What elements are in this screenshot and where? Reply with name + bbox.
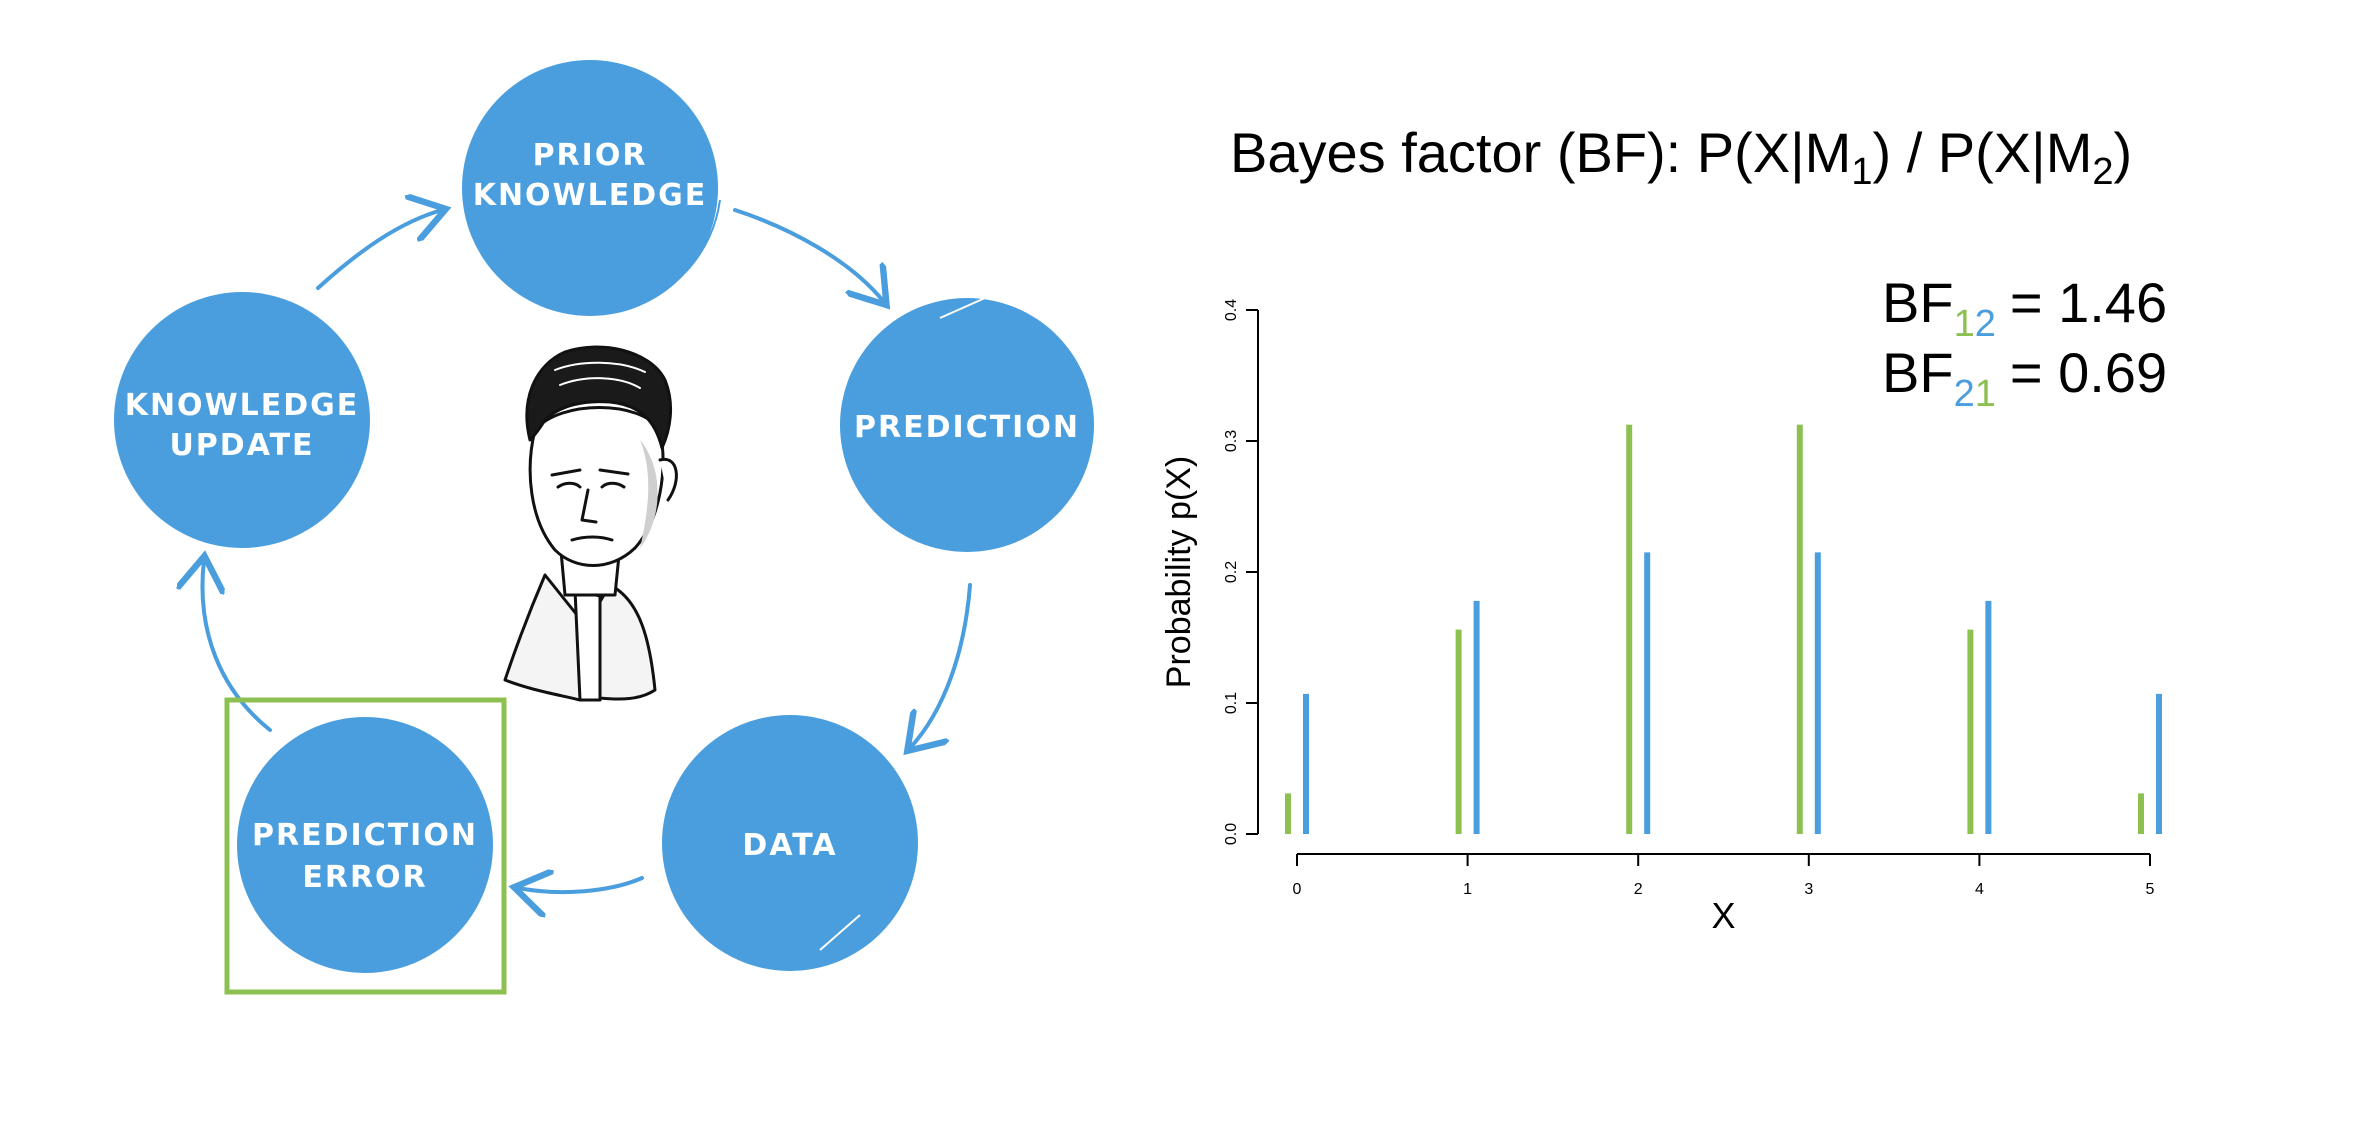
circle-sketch-stroke: [939, 297, 986, 319]
arrow-data-to-error: [518, 878, 644, 892]
bayes-factor-formula: Bayes factor (BF): P(X|M1) / P(X|M2): [1230, 121, 2132, 193]
node-circle: [114, 292, 370, 548]
x-tick-label: 3: [1804, 881, 1813, 898]
y-tick-label: 0.3: [1223, 430, 1240, 452]
arrow-update-to-prior: [316, 210, 442, 290]
x-axis-label: X: [1711, 895, 1735, 936]
node-label: PREDICTION: [252, 818, 478, 853]
y-tick-label: 0.2: [1223, 561, 1240, 583]
node-data: DATA: [662, 715, 918, 971]
node-circle: [662, 715, 918, 971]
prediction-cycle-diagram: PRIOR KNOWLEDGE PREDICTION DATA PREDICTI…: [114, 60, 1094, 995]
node-label: PREDICTION: [854, 410, 1080, 445]
x-tick-label: 2: [1634, 881, 1643, 898]
node-label: ERROR: [302, 860, 427, 895]
bf21-value: BF21 = 0.69: [1882, 341, 2167, 415]
x-tick-label: 4: [1975, 881, 1984, 898]
x-tick-label: 0: [1293, 881, 1302, 898]
node-prediction: PREDICTION: [840, 297, 1094, 552]
circle-sketch-stroke: [819, 914, 861, 951]
node-label: KNOWLEDGE: [473, 178, 708, 213]
node-circle: [840, 298, 1094, 552]
node-label: DATA: [742, 828, 837, 863]
x-tick-label: 5: [2146, 881, 2155, 898]
bayes-factor-panel: Bayes factor (BF): P(X|M1) / P(X|M2) BF1…: [1160, 121, 2167, 936]
node-knowledge-update: KNOWLEDGE UPDATE: [114, 292, 370, 548]
node-label: UPDATE: [169, 428, 314, 463]
node-label: PRIOR: [533, 138, 648, 173]
node-label: KNOWLEDGE: [125, 388, 360, 423]
arrow-prediction-to-data: [910, 583, 972, 748]
scientist-portrait-icon: [503, 345, 678, 702]
highlight-box: [224, 697, 507, 995]
arrow-prior-to-prediction: [733, 208, 884, 302]
probability-chart: 0.0 0.1 0.2 0.3 0.4 0 1 2 3 4 5 X Probability p(X): [1160, 299, 2162, 936]
x-tick-label: 1: [1463, 881, 1472, 898]
y-tick-label: 0.1: [1223, 692, 1240, 714]
y-tick-label: 0.0: [1223, 823, 1240, 845]
node-prediction-error: PREDICTION ERROR: [237, 717, 493, 973]
node-circle: [237, 717, 493, 973]
bf12-value: BF12 = 1.46: [1882, 271, 2167, 345]
node-circle: [462, 60, 718, 316]
y-tick-label: 0.4: [1223, 299, 1240, 321]
y-axis-label: Probability p(X): [1160, 456, 1198, 688]
node-prior-knowledge: PRIOR KNOWLEDGE: [462, 60, 721, 316]
circle-sketch-stroke: [479, 199, 721, 314]
arrow-error-to-update: [202, 560, 272, 732]
